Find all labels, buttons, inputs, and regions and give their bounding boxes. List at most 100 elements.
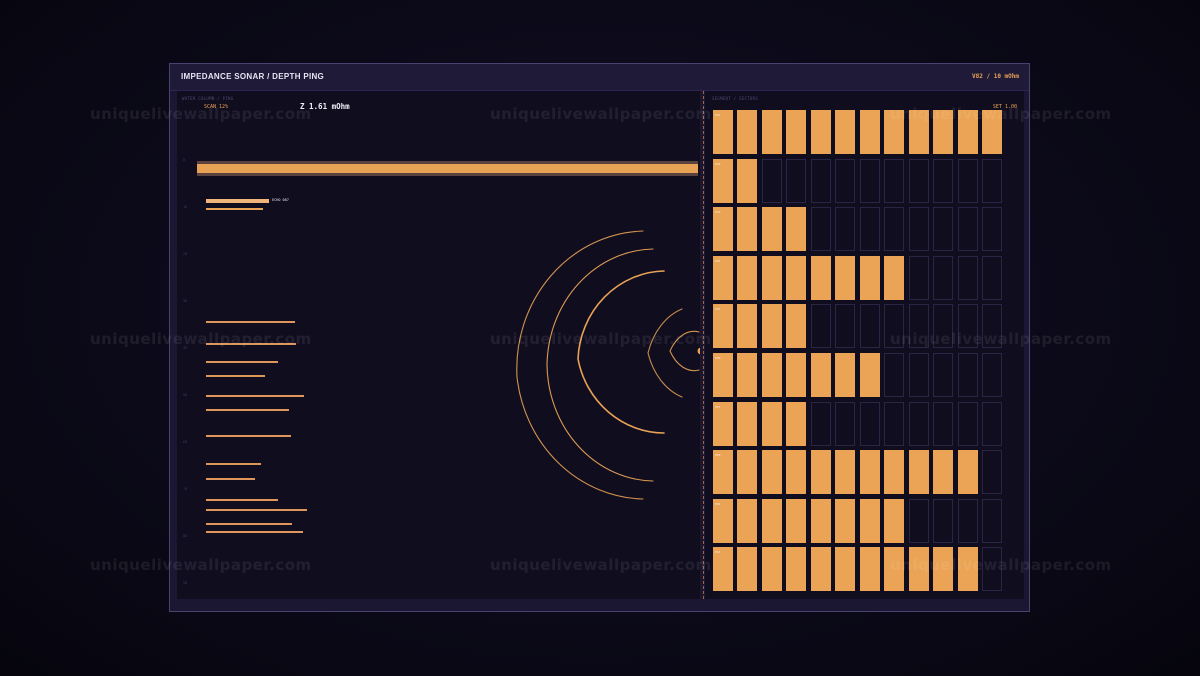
sector-cell: [981, 255, 1002, 300]
sector-cell: [761, 401, 782, 446]
sector-cell: [786, 304, 807, 349]
echo-trace: [206, 343, 296, 345]
sector-cell: [884, 353, 905, 397]
watermark: uniquelivewallpaper.com: [90, 105, 312, 123]
sector-cell: [713, 304, 733, 349]
depth-tick: 40: [183, 346, 188, 350]
sector-cell: [981, 158, 1002, 203]
sonar-ring-4: [546, 248, 654, 482]
sonar-ring-1: [669, 330, 700, 372]
echo-bar: [206, 199, 269, 203]
sector-cell: [908, 401, 929, 446]
sector-cell: [981, 110, 1002, 154]
watermark: uniquelivewallpaper.com: [490, 105, 712, 123]
sector-cell: [835, 304, 856, 349]
sector-cell: [786, 158, 807, 203]
depth-tick: 90: [183, 581, 188, 585]
sector-cell: [713, 158, 733, 203]
depth-tick: 30: [183, 299, 188, 303]
sector-cell: [981, 353, 1002, 397]
sector-cell: [737, 110, 758, 154]
depth-tick: 0: [183, 158, 186, 162]
title-bar: IMPEDANCE SONAR / DEPTH PING V82 / 10 mO…: [170, 64, 1029, 91]
echo-trace: [206, 361, 278, 363]
sector-cell: [884, 304, 905, 349]
sector-cell: [835, 207, 856, 252]
sector-cell: [859, 401, 880, 446]
sector-cell: [761, 304, 782, 349]
echo-trace: [206, 435, 291, 437]
sector-cell: [957, 450, 978, 495]
watermark: uniquelivewallpaper.com: [490, 330, 712, 348]
sector-cell: [859, 255, 880, 300]
sector-row-label: 005: [715, 307, 721, 312]
sector-cell: [835, 547, 856, 592]
sector-cell: [933, 207, 954, 252]
depth-tick: 60: [183, 440, 188, 444]
sector-cell: [957, 110, 978, 154]
sector-cell: [713, 547, 733, 592]
sector-row-label: 008: [715, 453, 721, 458]
sonar-ring-3: [577, 270, 665, 434]
echo-trace: [206, 509, 307, 511]
depth-tick: 50: [183, 393, 188, 397]
echo-trace: [206, 321, 295, 323]
sector-cell: [884, 207, 905, 252]
sector-row-label: 010: [715, 550, 721, 555]
watermark: uniquelivewallpaper.com: [90, 556, 312, 574]
sector-cell: [908, 110, 929, 154]
sector-cell: [859, 353, 880, 397]
status-readout: V82 / 10 mOhm: [972, 73, 1019, 80]
sector-cell: [737, 498, 758, 543]
sector-cell: [884, 450, 905, 495]
sector-cell: [737, 547, 758, 592]
sector-cell: [908, 547, 929, 592]
sector-cell: [981, 547, 1002, 592]
sector-cell: [761, 158, 782, 203]
sector-grid-panel: SEGMENT / SECTORS SET 1.00 001 002 003 004 0…: [705, 91, 1024, 599]
sector-cell: [957, 255, 978, 300]
sector-cell: [933, 547, 954, 592]
sector-row-label: 001: [715, 113, 721, 117]
app-window: IMPEDANCE SONAR / DEPTH PING V82 / 10 mO…: [169, 63, 1030, 612]
sector-cell: [884, 158, 905, 203]
sector-cell: [835, 158, 856, 203]
sector-cell: [859, 547, 880, 592]
echo-trace: [206, 375, 265, 377]
sector-cell: [908, 158, 929, 203]
app-title: IMPEDANCE SONAR / DEPTH PING: [181, 72, 325, 81]
sonar-ping-rings: [516, 230, 700, 500]
echo-trace: [206, 395, 304, 397]
sector-cell: [933, 255, 954, 300]
sector-cell: [884, 498, 905, 543]
sector-cell: [957, 498, 978, 543]
sector-cell: [835, 450, 856, 495]
sector-cell: [835, 255, 856, 300]
sector-cell: [981, 207, 1002, 252]
echo-label: ECHO 087: [272, 198, 289, 202]
sector-row-label: 006: [715, 356, 721, 360]
sector-cell: [933, 498, 954, 543]
sector-cell: [908, 255, 929, 300]
sector-cell: [761, 547, 782, 592]
sector-cell: [810, 498, 831, 543]
sector-cell: [810, 304, 831, 349]
sector-cell: [884, 255, 905, 300]
sector-cell: [737, 353, 758, 397]
sector-cell: [713, 353, 733, 397]
depth-tick: 80: [183, 534, 188, 538]
sector-cell: [713, 110, 733, 154]
sector-cell: [761, 110, 782, 154]
sonar-panel-caption: WATER COLUMN / PING: [182, 96, 234, 101]
depth-tick: 20: [183, 252, 188, 256]
sector-cell: [957, 353, 978, 397]
echo-trace: [206, 409, 289, 411]
sector-cell: [908, 498, 929, 543]
sector-cell: [810, 110, 831, 154]
echo-trace: [206, 523, 292, 525]
sector-cell: [737, 255, 758, 300]
sector-cell: [957, 158, 978, 203]
sector-cell: [786, 255, 807, 300]
sector-cell: [835, 353, 856, 397]
sector-cell: [859, 110, 880, 154]
